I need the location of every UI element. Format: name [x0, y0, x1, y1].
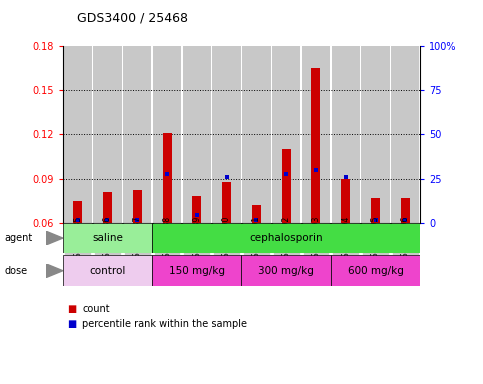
Bar: [163, 133, 171, 223]
Text: saline: saline: [92, 233, 123, 243]
Bar: [392, 223, 419, 255]
Text: GSM253589: GSM253589: [192, 216, 201, 262]
Bar: [213, 223, 240, 255]
Bar: [133, 190, 142, 223]
Text: GSM253585: GSM253585: [73, 216, 82, 262]
Bar: [124, 223, 151, 255]
Text: GSM253595: GSM253595: [371, 216, 380, 262]
Bar: [371, 198, 380, 223]
Bar: [243, 223, 270, 255]
Bar: [273, 223, 299, 255]
Bar: [362, 223, 389, 255]
Text: cephalosporin: cephalosporin: [249, 233, 323, 243]
Bar: [242, 255, 331, 286]
Bar: [64, 46, 92, 223]
Bar: [242, 46, 270, 223]
Bar: [401, 198, 410, 223]
Text: GSM253587: GSM253587: [133, 216, 142, 262]
Bar: [302, 223, 329, 255]
Polygon shape: [46, 231, 63, 245]
Bar: [192, 196, 201, 223]
Bar: [63, 223, 152, 253]
Text: count: count: [82, 304, 110, 314]
Bar: [154, 223, 181, 255]
Text: control: control: [89, 266, 126, 276]
Bar: [252, 205, 261, 223]
Text: GSM253588: GSM253588: [163, 216, 171, 262]
Bar: [391, 46, 419, 223]
Bar: [213, 46, 241, 223]
Text: GSM253594: GSM253594: [341, 216, 350, 262]
Text: GSM253586: GSM253586: [103, 216, 112, 262]
Text: percentile rank within the sample: percentile rank within the sample: [82, 319, 247, 329]
Bar: [332, 223, 359, 255]
Bar: [73, 200, 82, 223]
Bar: [361, 46, 390, 223]
Text: GSM253590: GSM253590: [222, 216, 231, 262]
Text: GSM253593: GSM253593: [312, 216, 320, 262]
Bar: [332, 46, 360, 223]
Bar: [123, 46, 151, 223]
Bar: [222, 182, 231, 223]
Bar: [93, 46, 122, 223]
Text: GSM253591: GSM253591: [252, 216, 261, 262]
Bar: [312, 68, 320, 223]
Bar: [63, 255, 152, 286]
Text: ■: ■: [68, 304, 77, 314]
Bar: [272, 46, 300, 223]
Bar: [153, 46, 181, 223]
Bar: [184, 223, 210, 255]
Text: agent: agent: [5, 233, 33, 243]
Text: GSM253596: GSM253596: [401, 216, 410, 262]
Bar: [183, 46, 211, 223]
Bar: [103, 192, 112, 223]
Text: 600 mg/kg: 600 mg/kg: [348, 266, 403, 276]
Text: dose: dose: [5, 266, 28, 276]
Text: ■: ■: [68, 319, 77, 329]
Text: GSM253592: GSM253592: [282, 216, 291, 262]
Text: 300 mg/kg: 300 mg/kg: [258, 266, 314, 276]
Bar: [152, 223, 420, 253]
Bar: [152, 255, 242, 286]
Text: GDS3400 / 25468: GDS3400 / 25468: [77, 12, 188, 25]
Bar: [94, 223, 121, 255]
Bar: [341, 179, 350, 223]
Bar: [302, 46, 330, 223]
Bar: [64, 223, 91, 255]
Bar: [331, 255, 420, 286]
Text: 150 mg/kg: 150 mg/kg: [169, 266, 225, 276]
Bar: [282, 149, 291, 223]
Polygon shape: [46, 264, 63, 278]
